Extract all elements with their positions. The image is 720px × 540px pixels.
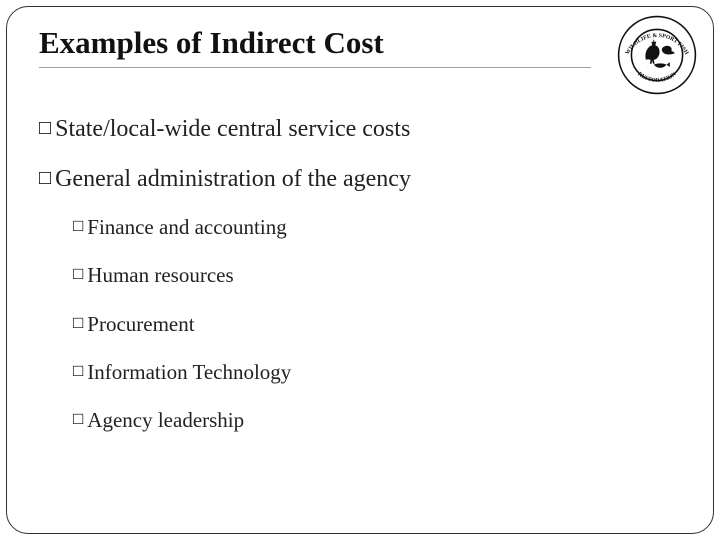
- list-item-label: Information Technology: [87, 359, 291, 385]
- list-item-label: General administration of the agency: [55, 164, 411, 194]
- logo-silhouettes-icon: [645, 39, 674, 68]
- sub-list: □ Finance and accounting □ Human resourc…: [73, 214, 681, 433]
- list-item-label: Procurement: [87, 311, 194, 337]
- list-item: □ General administration of the agency: [39, 164, 681, 194]
- list-item: □ Procurement: [73, 311, 681, 337]
- list-item: □ Information Technology: [73, 359, 681, 385]
- list-item-label: Finance and accounting: [87, 214, 286, 240]
- bullet-icon: □: [73, 407, 83, 429]
- bullet-icon: □: [39, 164, 51, 190]
- bullet-icon: □: [73, 214, 83, 236]
- list-item: □ Finance and accounting: [73, 214, 681, 240]
- slide-content: Examples of Indirect Cost WILDLIFE & SPO…: [7, 7, 713, 475]
- list-item: □ Agency leadership: [73, 407, 681, 433]
- agency-logo: WILDLIFE & SPORT FISH RESTORATION: [617, 15, 697, 95]
- bullet-list: □ State/local-wide central service costs…: [39, 114, 681, 433]
- bullet-icon: □: [73, 311, 83, 333]
- bullet-icon: □: [73, 359, 83, 381]
- logo-text-bottom: RESTORATION: [636, 71, 678, 84]
- bullet-icon: □: [39, 114, 51, 140]
- svg-text:RESTORATION: RESTORATION: [636, 71, 678, 84]
- page-title: Examples of Indirect Cost: [39, 25, 591, 68]
- list-item: □ Human resources: [73, 262, 681, 288]
- bullet-icon: □: [73, 262, 83, 284]
- list-item-label: State/local-wide central service costs: [55, 114, 410, 144]
- slide-frame: Examples of Indirect Cost WILDLIFE & SPO…: [6, 6, 714, 534]
- list-item-label: Human resources: [87, 262, 233, 288]
- list-item-label: Agency leadership: [87, 407, 244, 433]
- list-item: □ State/local-wide central service costs: [39, 114, 681, 144]
